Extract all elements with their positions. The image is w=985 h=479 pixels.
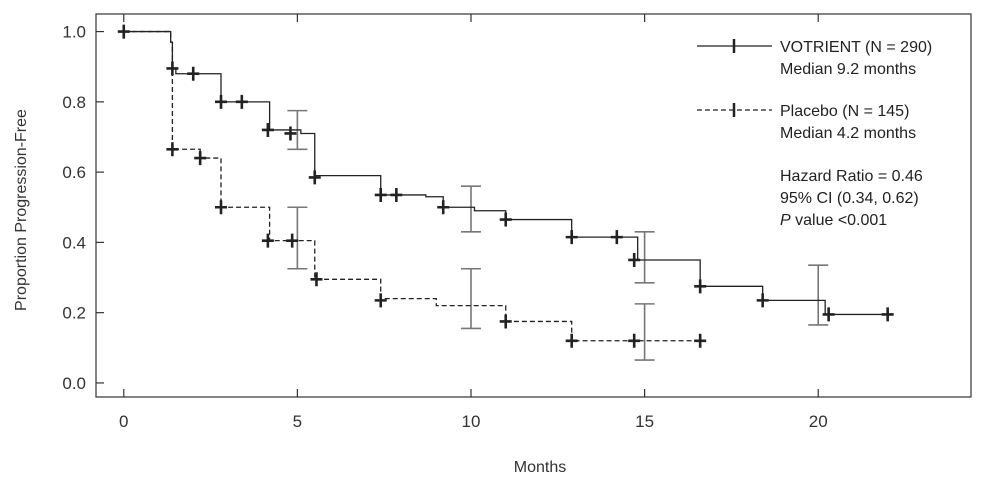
- x-tick-label: 15: [635, 412, 654, 431]
- censor-mark-placebo: [166, 142, 179, 157]
- survival-curves: [123, 30, 888, 342]
- ci-bar-placebo: [461, 267, 481, 330]
- x-tick-label: 10: [462, 412, 481, 431]
- censor-mark-placebo: [194, 151, 207, 166]
- censor-mark-votrient: [215, 94, 227, 109]
- confidence-interval-text: 95% CI (0.34, 0.62): [780, 190, 919, 207]
- censor-mark-votrient: [374, 187, 387, 202]
- censor-mark-votrient: [187, 66, 200, 81]
- censor-mark-placebo: [261, 233, 274, 248]
- censor-mark-votrient: [756, 293, 769, 308]
- ci-bar-placebo: [634, 303, 655, 361]
- censor-mark-votrient: [822, 307, 835, 322]
- censor-mark-votrient: [235, 94, 248, 109]
- x-tick-label: 0: [119, 412, 128, 431]
- censor-mark-votrient: [694, 279, 707, 294]
- confidence-intervals: [287, 109, 829, 361]
- legend-placebo-median: Median 4.2 months: [780, 125, 916, 142]
- censor-mark-votrient: [565, 230, 578, 245]
- p-value-rest: value <0.001: [791, 212, 888, 229]
- legend-votrient-median: Median 9.2 months: [780, 61, 916, 78]
- censor-mark-votrient: [390, 187, 403, 202]
- censor-mark-placebo: [310, 272, 323, 287]
- censor-mark-votrient: [610, 230, 623, 245]
- censor-mark-votrient: [437, 200, 450, 215]
- censor-mark-placebo: [628, 333, 641, 348]
- tick-labels: 0 5 10 15 20 0.0 0.2 0.4 0.6 0.8 1.0: [62, 23, 827, 431]
- censor-mark-votrient: [499, 212, 512, 227]
- censor-mark-votrient: [881, 307, 894, 322]
- censor-marks: [117, 24, 894, 348]
- ci-bar-votrient: [461, 185, 481, 233]
- censor-mark-votrient: [117, 24, 130, 39]
- censor-mark-votrient: [284, 126, 297, 141]
- y-axis-title: Proportion Progression-Free: [13, 109, 30, 311]
- plot-frame: [95, 13, 972, 398]
- y-tick-label: 0.6: [62, 163, 86, 182]
- y-tick-label: 0.2: [62, 304, 86, 323]
- curve-votrient: [123, 30, 888, 316]
- censor-mark-votrient: [308, 170, 321, 185]
- y-tick-label: 0.0: [62, 374, 86, 393]
- censor-mark-votrient: [261, 122, 274, 137]
- axis-ticks: [96, 14, 819, 397]
- x-axis-title: Months: [514, 459, 566, 476]
- censor-mark-placebo: [694, 333, 707, 348]
- ci-bar-votrient: [808, 264, 829, 326]
- censor-mark-placebo: [565, 333, 578, 348]
- censor-mark-placebo: [374, 293, 387, 308]
- y-tick-label: 0.8: [62, 93, 86, 112]
- legend-placebo-name: Placebo (N = 145): [780, 103, 909, 120]
- censor-mark-votrient: [628, 252, 641, 267]
- ci-bar-placebo: [287, 206, 308, 270]
- y-tick-label: 1.0: [62, 23, 86, 42]
- y-tick-label: 0.4: [62, 233, 86, 252]
- censor-mark-votrient: [166, 61, 179, 76]
- x-tick-label: 5: [293, 412, 302, 431]
- p-value-text: P value <0.001: [780, 212, 887, 229]
- censor-mark-placebo: [215, 200, 227, 215]
- censor-mark-placebo: [286, 233, 299, 248]
- legend-votrient-name: VOTRIENT (N = 290): [780, 39, 932, 56]
- censor-mark-placebo: [499, 314, 512, 329]
- ci-bar-votrient: [634, 231, 655, 284]
- hazard-ratio-text: Hazard Ratio = 0.46: [780, 168, 923, 185]
- p-value-letter: P: [780, 212, 791, 229]
- curve-placebo: [123, 30, 701, 342]
- x-tick-label: 20: [809, 412, 828, 431]
- legend: VOTRIENT (N = 290) Median 9.2 months Pla…: [697, 39, 932, 229]
